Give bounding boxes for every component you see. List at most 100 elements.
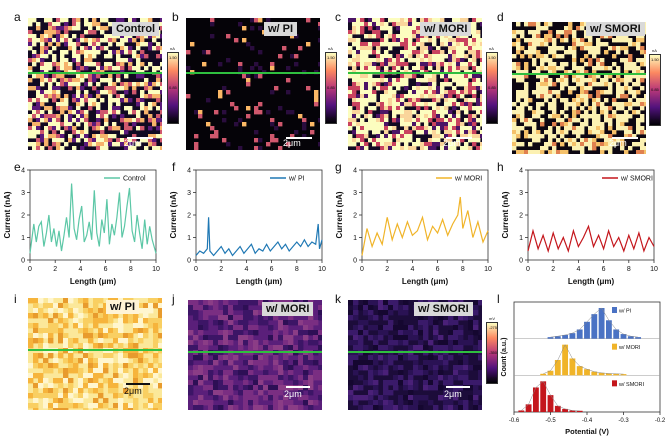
map-pixel [88,50,93,55]
map-pixel [480,58,482,63]
map-pixel [464,110,469,115]
map-pixel [158,298,162,304]
map-pixel [310,122,315,127]
map-pixel [112,38,117,43]
map-pixel [600,134,605,139]
x-tick-label: 6 [602,266,606,273]
map-pixel [428,82,433,87]
map-pixel [68,118,73,123]
map-pixel [92,142,97,147]
map-pixel [620,46,625,51]
map-pixel [468,146,473,150]
map-pixel [352,78,357,83]
map-pixel [532,62,537,67]
map-pixel [148,403,154,409]
map-pixel [263,385,269,391]
map-pixel [40,146,45,150]
map-pixel [632,134,637,139]
map-pixel [116,126,121,131]
map-pixel [44,54,49,59]
map-pixel [448,134,453,139]
map-pixel [33,408,39,410]
map-pixel [620,34,625,39]
map-pixel [564,74,569,79]
map-pixel [258,300,264,306]
map-pixel [206,50,211,55]
map-pixel [644,98,646,103]
map-pixel [124,146,129,150]
map-pixel [463,405,469,410]
histogram-bar [576,329,583,339]
map-pixel [218,62,223,67]
map-pixel [464,86,469,91]
map-pixel [588,78,593,83]
map-pixel [96,118,101,123]
map-pixel [64,102,69,107]
map-pixel [93,333,99,339]
map-pixel [604,110,609,115]
map-pixel [372,90,377,95]
map-pixel [368,22,373,27]
map-pixel [213,390,219,396]
map-pixel [473,310,479,316]
map-pixel [363,300,369,306]
map-pixel [118,408,124,410]
map-pixel [576,142,581,147]
map-pixel [468,122,473,127]
map-pixel [278,106,283,111]
map-pixel [318,118,320,123]
map-pixel [32,126,37,131]
map-pixel [233,330,239,336]
map-pixel [456,62,461,67]
map-pixel [636,130,641,135]
map-pixel [132,110,137,115]
map-pixel [428,138,433,143]
map-pixel [248,330,254,336]
map-pixel [253,325,259,331]
map-pixel [392,94,397,99]
map-pixel [548,22,553,27]
map-pixel [100,18,105,23]
map-pixel [68,298,74,304]
map-pixel [273,365,279,371]
map-pixel [32,62,37,67]
map-pixel [213,395,219,401]
map-pixel [628,54,633,59]
map-pixel [100,126,105,131]
map-pixel [596,46,601,51]
map-pixel [188,340,194,346]
map-pixel [604,42,609,47]
map-pixel [273,400,279,406]
map-pixel [58,328,64,334]
map-pixel [592,78,597,83]
map-pixel [53,358,59,364]
map-pixel [388,102,393,107]
map-pixel [60,134,65,139]
map-pixel [158,408,162,410]
map-pixel [32,74,37,79]
map-pixel [384,62,389,67]
map-pixel [308,390,314,396]
map-pixel [424,110,429,115]
map-pixel [76,138,81,143]
map-pixel [160,62,162,67]
map-pixel [624,38,629,43]
map-pixel [76,22,81,27]
map-pixel [624,114,629,119]
map-pixel [424,54,429,59]
map-pixel [408,345,414,351]
map-pixel [83,298,89,304]
map-pixel [136,46,141,51]
map-pixel [636,90,641,95]
map-pixel [463,370,469,376]
histogram-bar [518,410,525,412]
map-pixel [616,46,621,51]
map-pixel [560,78,565,83]
map-pixel [306,86,311,91]
map-pixel [524,150,529,154]
map-pixel [116,18,121,23]
map-pixel [294,62,299,67]
map-pixel [228,305,234,311]
map-pixel [404,18,409,23]
